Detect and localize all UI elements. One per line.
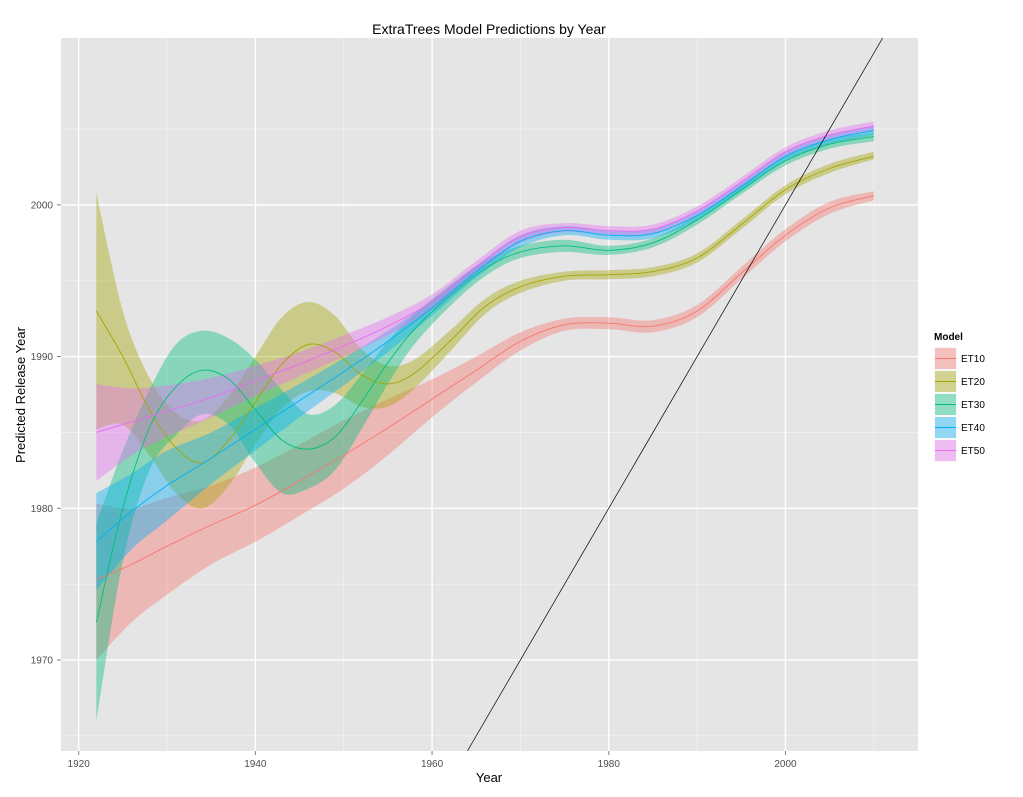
chart-title: ExtraTrees Model Predictions by Year	[372, 21, 606, 37]
reference-line-group	[467, 38, 883, 751]
legend: Model ET10 ET20 ET30 ET40 ET50	[933, 332, 985, 463]
ribbon-et20	[96, 151, 874, 509]
line-et40	[96, 130, 874, 543]
plot-panel	[61, 38, 918, 751]
line-et20	[95, 155, 874, 464]
gridlines	[61, 38, 918, 751]
ribbon-et30	[96, 132, 874, 721]
x-tick-label: 1940	[244, 759, 267, 770]
y-axis-title: Predicted Release Year	[13, 326, 28, 463]
y-tick-label: 1980	[31, 504, 54, 515]
line-et10	[96, 195, 874, 581]
x-tick-label: 1920	[68, 759, 91, 770]
x-tick-label: 1960	[421, 759, 444, 770]
reference-line	[467, 38, 883, 751]
legend-label-et20: ET20	[961, 377, 985, 388]
legend-title: Model	[934, 332, 963, 343]
legend-label-et10: ET10	[961, 354, 985, 365]
legend-label-et50: ET50	[961, 446, 985, 457]
x-tick-label: 1980	[598, 759, 621, 770]
y-axis-ticks: 1970 1980 1990 2000	[31, 200, 61, 666]
legend-label-et40: ET40	[961, 423, 985, 434]
x-tick-label: 2000	[774, 759, 797, 770]
x-axis-ticks: 1920 1940 1960 1980 2000	[68, 751, 797, 770]
legend-label-et30: ET30	[961, 400, 985, 411]
line-et30	[95, 136, 874, 623]
confidence-ribbons	[96, 121, 874, 721]
y-tick-label: 1970	[31, 655, 54, 666]
y-tick-label: 2000	[31, 200, 54, 211]
series-lines	[95, 125, 874, 623]
line-et50	[96, 125, 874, 433]
y-tick-label: 1990	[31, 352, 54, 363]
x-axis-title: Year	[476, 770, 503, 785]
